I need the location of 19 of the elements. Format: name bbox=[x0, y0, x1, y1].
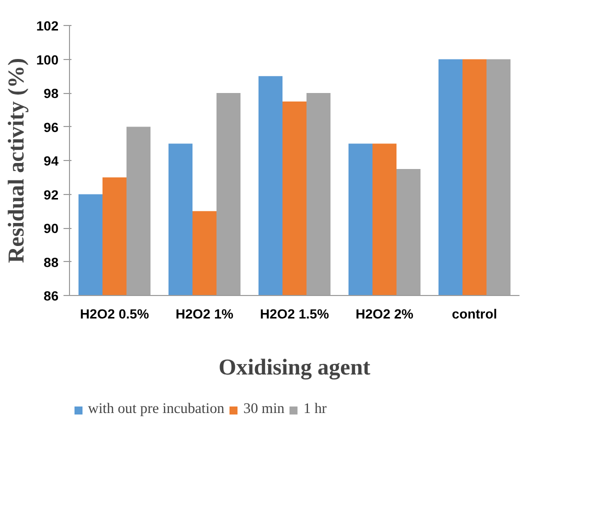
y-tick-label: 92 bbox=[44, 187, 59, 202]
y-tick-label: 94 bbox=[44, 154, 60, 168]
legend-label: 1 hr bbox=[303, 401, 327, 418]
legend-label: 30 min bbox=[243, 401, 284, 418]
y-tick-label: 86 bbox=[44, 288, 59, 304]
x-tick-label: H2O2 0.5% bbox=[80, 306, 150, 322]
y-tick-label: 88 bbox=[44, 254, 59, 270]
x-axis-title: Oxidising agent bbox=[218, 354, 371, 380]
y-tick-label: 100 bbox=[36, 52, 59, 68]
y-tick-label: 90 bbox=[44, 221, 59, 236]
y-tick-label: 96 bbox=[44, 120, 59, 135]
x-tick-label: H2O2 2% bbox=[356, 306, 414, 322]
legend-label: with out pre incubation bbox=[88, 401, 224, 418]
y-axis-title: Residual activity (%) bbox=[3, 58, 28, 264]
x-tick-label: H2O2 1% bbox=[176, 306, 234, 322]
x-tick-label: H2O2 1.5% bbox=[260, 306, 330, 322]
y-tick-label: 98 bbox=[44, 86, 59, 101]
y-tick-label: 102 bbox=[36, 18, 59, 34]
x-tick-label: control bbox=[452, 306, 498, 322]
